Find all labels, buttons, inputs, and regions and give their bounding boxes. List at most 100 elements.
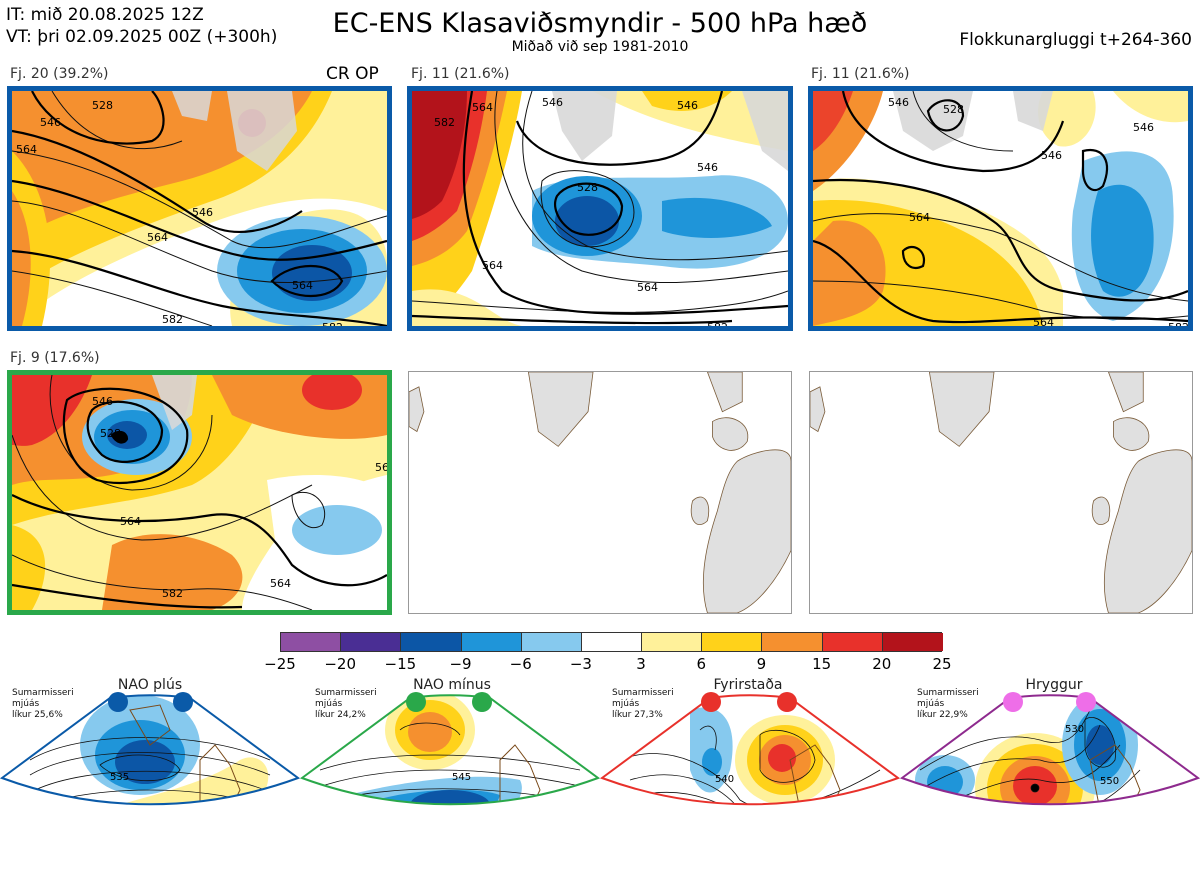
regime-dot-blocking-left: [701, 692, 721, 712]
regime-dot-nao-minus-right: [472, 692, 492, 712]
colorbar-tick-label: −15: [384, 655, 417, 673]
regime-dot-nao-minus-left: [406, 692, 426, 712]
regime-map-blocking: 540 560 575: [602, 695, 898, 843]
colorbar-tick-label: 15: [812, 655, 832, 673]
contour-label: 564: [482, 259, 503, 272]
colorbar-tick-label: 25: [932, 655, 952, 673]
colorbar-swatch: [341, 633, 402, 651]
colorbar-swatch: [521, 633, 582, 651]
contour-label: 545: [452, 772, 471, 783]
contour-label: 564: [909, 211, 930, 224]
cluster-map-1[interactable]: 528 546 564 546 564 564 582 582: [7, 86, 392, 331]
contour-label: 564: [270, 577, 291, 590]
colorbar-swatch: [822, 633, 883, 651]
colorbar-swatch: [882, 633, 943, 651]
contour-label: 575: [737, 832, 756, 843]
regime-name-ridge: Hryggur: [1025, 677, 1083, 693]
colorbar-tick-label: −9: [449, 655, 472, 673]
contour-label: 528: [92, 99, 113, 112]
colorbar-tick-label: 6: [696, 655, 707, 673]
contour-label: 575: [1092, 837, 1111, 848]
colorbar-tick-label: −3: [569, 655, 592, 673]
regime-dot-blocking-right: [777, 692, 797, 712]
contour-label: 564: [637, 281, 658, 294]
contour-label: 564: [16, 143, 37, 156]
contour-label: 564: [120, 515, 141, 528]
control-operational-tag: CR OP: [326, 64, 379, 84]
cluster-map-4[interactable]: 546 528 564 564 582 56: [7, 370, 392, 615]
colorbar-tick-label: −6: [509, 655, 532, 673]
colorbar-tick-label: 3: [636, 655, 646, 673]
colorbar-tick-label: 9: [756, 655, 767, 673]
regime-dot-nao-plus-right: [173, 692, 193, 712]
contour-label: 530: [1065, 724, 1084, 735]
panel-label-3: Fj. 11 (21.6%): [811, 66, 910, 82]
contour-label: 564: [147, 231, 168, 244]
colorbar-swatch: [702, 633, 763, 651]
regime-name-nao-plus: NAO plús: [117, 677, 183, 693]
contour-label: 546: [1041, 149, 1062, 162]
contour-label: 560: [438, 816, 457, 827]
colorbar-swatch: [281, 633, 342, 651]
classification-window: Flokkunargluggi t+264-360: [959, 30, 1192, 50]
contour-label: 535: [110, 772, 129, 783]
colorbar-swatch: [581, 633, 643, 651]
contour-label: 546: [40, 116, 61, 129]
contour-label: 582: [162, 587, 183, 600]
contour-label: 564: [292, 279, 313, 292]
regime-name-nao-minus: NAO mínus: [413, 677, 491, 693]
valid-time: VT: þri 02.09.2025 00Z (+300h): [6, 27, 278, 47]
contour-label: 550: [1100, 776, 1119, 787]
contour-label: 546: [1133, 121, 1154, 134]
panel-label-1: Fj. 20 (39.2%): [10, 66, 109, 82]
colorbar-swatch: [461, 633, 522, 651]
page-title: EC-ENS Klasaviðsmyndir - 500 hPa hæð: [332, 8, 868, 39]
regime-name-blocking: Fyrirstaða: [713, 677, 783, 693]
colorbar-swatch: [642, 633, 703, 651]
init-time: IT: mið 20.08.2025 12Z: [6, 5, 204, 25]
regime-info-nao-plus: Sumarmisseri mjúás líkur 25,6%: [12, 688, 74, 720]
contour-label: 546: [697, 161, 718, 174]
empty-cluster-map-6[interactable]: [809, 371, 1193, 614]
contour-label: 528: [100, 427, 121, 440]
contour-label: 546: [542, 96, 563, 109]
regime-info-blocking: Sumarmisseri mjúás líkur 27,3%: [612, 688, 674, 720]
cluster-map-3[interactable]: 528 546 546 546 564 564 582: [808, 86, 1193, 331]
contour-label: 546: [92, 395, 113, 408]
contour-label: 560: [722, 809, 741, 820]
contour-label: 546: [192, 206, 213, 219]
regime-dot-nao-plus-left: [108, 692, 128, 712]
contour-label: 575: [446, 849, 465, 860]
empty-cluster-map-5[interactable]: [408, 371, 792, 614]
regime-dot-ridge-right: [1076, 692, 1096, 712]
regime-map-ridge: 530 550 575: [902, 695, 1198, 848]
contour-label: 528: [577, 181, 598, 194]
contour-label: 564: [1033, 316, 1054, 326]
panel-label-4: Fj. 9 (17.6%): [10, 350, 100, 366]
page-subtitle: Miðað við sep 1981-2010: [511, 39, 689, 55]
contour-label: 56: [375, 461, 387, 474]
header-run-info: IT: mið 20.08.2025 12Z VT: þri 02.09.202…: [6, 4, 277, 48]
contour-label: 564: [472, 101, 493, 114]
anomaly-colorbar: [280, 632, 943, 652]
cluster-map-2[interactable]: 582 564 546 546 546 528 564 564 582: [407, 86, 793, 331]
contour-label: 582: [322, 321, 343, 326]
contour-label: 560: [118, 806, 137, 817]
contour-label: 582: [162, 313, 183, 326]
colorbar-tick-label: −25: [264, 655, 296, 673]
contour-label: 540: [715, 774, 734, 785]
regime-dot-ridge-left: [1003, 692, 1023, 712]
regime-map-nao-plus: 535 560: [2, 695, 298, 817]
contour-label: 582: [1168, 321, 1188, 326]
colorbar-tick-label: 20: [872, 655, 892, 673]
contour-label: 546: [888, 96, 909, 109]
colorbar-swatch: [401, 633, 462, 651]
colorbar-tick-label: −20: [324, 655, 356, 673]
contour-label: 546: [677, 99, 698, 112]
regime-info-nao-minus: Sumarmisseri mjúás líkur 24,2%: [315, 688, 377, 720]
colorbar-swatch: [762, 633, 823, 651]
regime-info-ridge: Sumarmisseri mjúás líkur 22,9%: [917, 688, 979, 720]
regime-maps: 535 560 545 560 575: [0, 694, 1200, 860]
panel-label-2: Fj. 11 (21.6%): [411, 66, 510, 82]
contour-label: 528: [943, 103, 964, 116]
